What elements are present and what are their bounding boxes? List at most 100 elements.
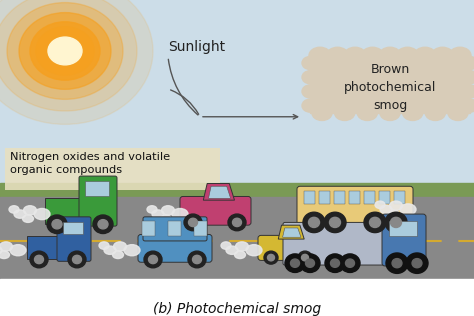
Bar [319,191,330,204]
Ellipse shape [36,27,94,75]
Ellipse shape [7,3,123,99]
Circle shape [30,251,48,268]
Polygon shape [203,184,235,200]
Bar [63,222,83,234]
Ellipse shape [48,37,82,65]
FancyBboxPatch shape [5,148,220,190]
Circle shape [330,259,339,267]
Ellipse shape [462,85,474,98]
Ellipse shape [380,106,400,120]
Polygon shape [209,186,230,198]
Ellipse shape [99,242,109,249]
Ellipse shape [112,251,124,258]
Ellipse shape [24,206,36,215]
Circle shape [233,218,241,227]
Circle shape [392,258,402,268]
Circle shape [98,220,108,229]
FancyBboxPatch shape [57,217,91,261]
Bar [304,191,315,204]
Ellipse shape [124,245,140,256]
Circle shape [52,220,62,229]
Circle shape [306,259,315,267]
Bar [85,181,109,196]
Circle shape [47,215,67,234]
Text: Sunlight: Sunlight [168,40,225,54]
Ellipse shape [312,106,332,120]
Ellipse shape [0,0,153,125]
FancyBboxPatch shape [180,197,251,225]
Bar [0,184,474,211]
Bar [379,191,390,204]
Text: Brown
photochemical
smog: Brown photochemical smog [344,63,436,112]
Bar [394,191,405,204]
Circle shape [346,259,355,267]
Ellipse shape [113,242,127,251]
Circle shape [391,217,401,228]
FancyBboxPatch shape [297,186,413,225]
Ellipse shape [462,99,474,112]
Circle shape [267,254,274,261]
Bar [334,191,345,204]
Ellipse shape [34,209,50,220]
Ellipse shape [221,242,231,249]
Circle shape [184,214,202,231]
Bar [168,221,181,236]
Ellipse shape [302,57,318,70]
Ellipse shape [0,0,137,111]
Bar [389,222,417,236]
Ellipse shape [152,210,164,218]
Ellipse shape [0,251,9,258]
Circle shape [364,212,386,233]
FancyBboxPatch shape [138,234,212,262]
Ellipse shape [390,201,402,210]
Circle shape [264,251,278,264]
Ellipse shape [19,13,111,89]
Circle shape [144,251,162,268]
Circle shape [324,212,346,233]
Ellipse shape [0,242,12,251]
Circle shape [300,254,320,272]
Polygon shape [278,225,304,239]
Ellipse shape [226,246,238,254]
Ellipse shape [246,245,262,256]
Ellipse shape [380,205,392,214]
Ellipse shape [161,215,172,222]
Circle shape [406,253,428,273]
Circle shape [35,255,44,264]
Bar [45,198,115,224]
Bar [364,191,375,204]
Ellipse shape [30,22,100,80]
Ellipse shape [403,106,423,120]
Ellipse shape [172,209,188,220]
Ellipse shape [375,201,385,209]
Ellipse shape [9,206,19,213]
Ellipse shape [309,47,331,64]
Ellipse shape [425,106,446,120]
Circle shape [285,254,305,272]
FancyBboxPatch shape [283,222,387,265]
Ellipse shape [379,47,401,64]
FancyBboxPatch shape [382,214,426,266]
Ellipse shape [362,47,383,64]
Circle shape [148,255,157,264]
Circle shape [68,251,86,268]
Ellipse shape [389,210,400,218]
Ellipse shape [344,47,366,64]
Bar [142,221,155,236]
Ellipse shape [462,71,474,84]
Circle shape [329,217,340,228]
Ellipse shape [236,242,248,251]
Circle shape [303,212,325,233]
Circle shape [73,255,82,264]
Ellipse shape [14,210,26,218]
Ellipse shape [400,204,416,215]
Circle shape [386,253,408,273]
Ellipse shape [302,99,318,112]
Bar [0,198,474,279]
Circle shape [192,255,201,264]
Ellipse shape [302,71,318,84]
Ellipse shape [22,215,34,222]
Ellipse shape [357,106,377,120]
Circle shape [301,254,309,261]
Ellipse shape [396,47,419,64]
